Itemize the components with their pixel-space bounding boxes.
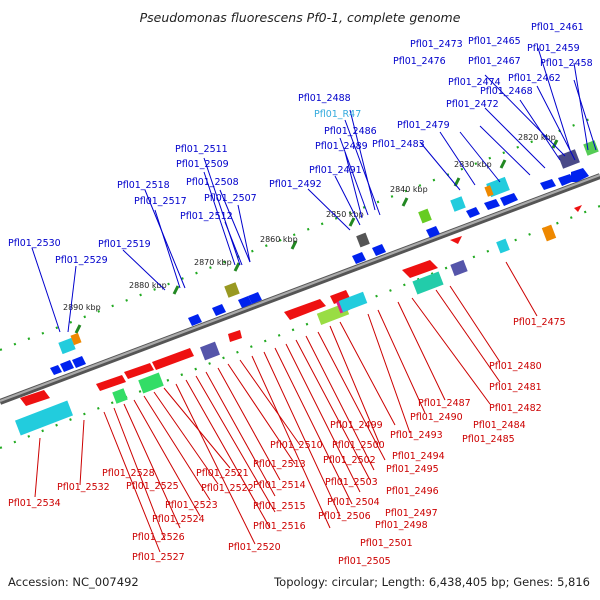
accession-text: Accession: NC_007492 bbox=[8, 575, 139, 589]
gene-label: Pfl01_2472 bbox=[446, 99, 499, 110]
gene-label: Pfl01_2458 bbox=[540, 58, 593, 69]
gene-label: Pfl01_2513 bbox=[253, 459, 306, 470]
gene-label: Pfl01_2527 bbox=[132, 552, 185, 563]
tick-marks bbox=[74, 139, 559, 334]
tick-label-2830: 2830 kbp bbox=[454, 160, 492, 169]
gene-label: Pfl01_2532 bbox=[57, 482, 110, 493]
gene-label: Pfl01_2507 bbox=[204, 193, 257, 204]
gene-label: Pfl01_2474 bbox=[448, 77, 501, 88]
gene-label: Pfl01_2473 bbox=[410, 39, 463, 50]
gene-label: Pfl01_2534 bbox=[8, 498, 61, 509]
gene-label: Pfl01_2504 bbox=[327, 497, 380, 508]
tick-label-2860: 2860 kbp bbox=[260, 235, 298, 244]
forward-genes bbox=[50, 168, 589, 375]
gene-label: Pfl01_2528 bbox=[102, 468, 155, 479]
gene-label: Pfl01_2530 bbox=[8, 238, 61, 249]
gene-label: Pfl01_2515 bbox=[253, 501, 306, 512]
gene-label: Pfl01_2529 bbox=[55, 255, 108, 266]
gene-label: Pfl01_2516 bbox=[253, 521, 306, 532]
gene-label: Pfl01_2487 bbox=[418, 398, 471, 409]
tick-label-2850: 2850 kbp bbox=[326, 210, 364, 219]
gene-label: Pfl01_2465 bbox=[468, 36, 521, 47]
reverse-blocks bbox=[14, 224, 557, 436]
gene-label: Pfl01_2525 bbox=[126, 481, 179, 492]
gene-label: Pfl01_2485 bbox=[462, 434, 515, 445]
tick-label-2870: 2870 kbp bbox=[194, 258, 232, 267]
gene-label: Pfl01_2509 bbox=[176, 159, 229, 170]
tick-label-2890: 2890 kbp bbox=[63, 303, 101, 312]
gene-label: Pfl01_2514 bbox=[253, 480, 306, 491]
gene-label: Pfl01_2521 bbox=[196, 468, 249, 479]
reverse-genes bbox=[20, 205, 582, 406]
tick-label-2880: 2880 kbp bbox=[129, 281, 167, 290]
gene-label: Pfl01_2486 bbox=[324, 126, 377, 137]
gene-label: Pfl01_2526 bbox=[132, 532, 185, 543]
gene-label: Pfl01_2488 bbox=[298, 93, 351, 104]
gene-label: Pfl01_2461 bbox=[531, 22, 584, 33]
map-title: Pseudomonas fluorescens Pf0-1, complete … bbox=[139, 10, 461, 25]
tick-label-2840: 2840 kbp bbox=[390, 185, 428, 194]
gene-label: Pfl01_2519 bbox=[98, 239, 151, 250]
tick-label-2820: 2820 kbp bbox=[518, 133, 556, 142]
gene-label: Pfl01_2520 bbox=[228, 542, 281, 553]
gene-label: Pfl01_2505 bbox=[338, 556, 391, 567]
top-gene-labels: Pfl01_2461 Pfl01_2465 Pfl01_2459 Pfl01_2… bbox=[8, 22, 593, 266]
gene-label: Pfl01_2524 bbox=[152, 514, 205, 525]
gene-label: Pfl01_2468 bbox=[480, 86, 533, 97]
gene-label: Pfl01_2500 bbox=[332, 440, 385, 451]
topology-text: Topology: circular; Length: 6,438,405 bp… bbox=[274, 575, 590, 589]
gene-label: Pfl01_2510 bbox=[270, 440, 323, 451]
gene-label: Pfl01_2523 bbox=[165, 500, 218, 511]
gene-label: Pfl01_R47 bbox=[314, 109, 361, 120]
gene-label: Pfl01_2522 bbox=[201, 483, 254, 494]
gene-label: Pfl01_2517 bbox=[134, 196, 187, 207]
gene-label: Pfl01_2502 bbox=[323, 455, 376, 466]
gene-label: Pfl01_2480 bbox=[489, 361, 542, 372]
gene-label: Pfl01_2467 bbox=[468, 56, 521, 67]
gene-label: Pfl01_2491 bbox=[309, 165, 362, 176]
gene-label: Pfl01_2494 bbox=[392, 451, 445, 462]
gene-label: Pfl01_2482 bbox=[489, 403, 542, 414]
gene-label: Pfl01_2481 bbox=[489, 382, 542, 393]
gene-label: Pfl01_2476 bbox=[393, 56, 446, 67]
gene-label: Pfl01_2483 bbox=[372, 139, 425, 150]
gene-label: Pfl01_2490 bbox=[410, 412, 463, 423]
gene-label: Pfl01_2498 bbox=[375, 520, 428, 531]
gene-label: Pfl01_2495 bbox=[386, 464, 439, 475]
gene-label: Pfl01_2497 bbox=[385, 508, 438, 519]
gene-label: Pfl01_2462 bbox=[508, 73, 561, 84]
backbone bbox=[0, 173, 600, 405]
gene-label: Pfl01_2508 bbox=[186, 177, 239, 188]
gene-label: Pfl01_2479 bbox=[397, 120, 450, 131]
gene-label: Pfl01_2506 bbox=[318, 511, 371, 522]
gene-label: Pfl01_2503 bbox=[325, 477, 378, 488]
bottom-leader-lines bbox=[34, 261, 538, 553]
gene-label: Pfl01_2499 bbox=[330, 420, 383, 431]
gene-label: Pfl01_2489 bbox=[315, 141, 368, 152]
gene-label: Pfl01_2496 bbox=[386, 486, 439, 497]
top-leader-lines bbox=[31, 47, 597, 333]
gene-label: Pfl01_2493 bbox=[390, 430, 443, 441]
tick-labels: 2820 kbp 2830 kbp 2840 kbp 2850 kbp 2860… bbox=[63, 133, 556, 312]
gene-label: Pfl01_2512 bbox=[180, 211, 233, 222]
gene-label: Pfl01_2459 bbox=[527, 43, 580, 54]
bottom-gene-labels: Pfl01_2475 Pfl01_2480 Pfl01_2481 Pfl01_2… bbox=[8, 317, 566, 567]
gene-label: Pfl01_2501 bbox=[360, 538, 413, 549]
gene-label: Pfl01_2484 bbox=[473, 420, 526, 431]
gene-label: Pfl01_2492 bbox=[269, 179, 322, 190]
gene-label: Pfl01_2475 bbox=[513, 317, 566, 328]
gene-label: Pfl01_2518 bbox=[117, 180, 170, 191]
gene-label: Pfl01_2511 bbox=[175, 144, 228, 155]
